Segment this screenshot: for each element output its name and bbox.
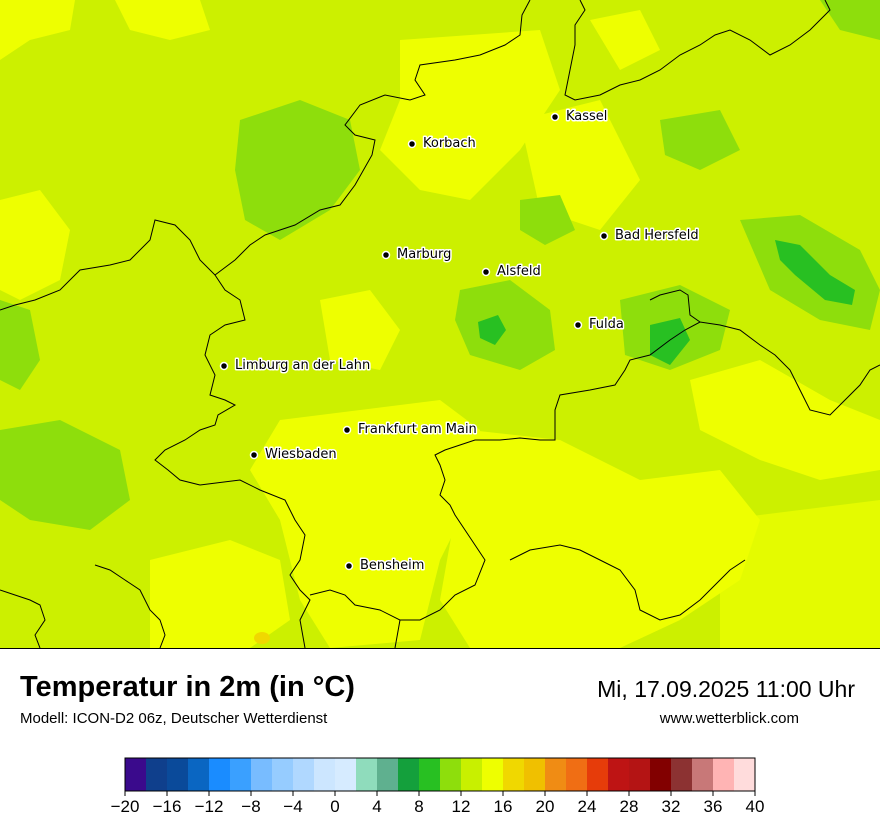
warm-spot: [254, 632, 270, 644]
city-korbach[interactable]: Korbach: [407, 135, 477, 153]
city-label-kassel: Kassel: [566, 109, 607, 124]
city-label-wiesbaden: Wiesbaden: [265, 447, 337, 462]
colorbar-swatch: [146, 758, 168, 791]
colorbar-swatch: [293, 758, 315, 791]
map-canvas: Kassel Korbach Bad Hersfeld Marburg Alsf…: [0, 0, 880, 648]
city-markers: Kassel Korbach Bad Hersfeld Marburg Alsf…: [219, 108, 700, 575]
colorbar-swatch: [692, 758, 714, 791]
model-source: Modell: ICON-D2 06z, Deutscher Wetterdie…: [20, 710, 328, 727]
colorbar-tick-label: −12: [195, 797, 224, 816]
colorbar-swatch: [713, 758, 735, 791]
city-dot-alsfeld: [481, 267, 491, 277]
city-label-alsfeld: Alsfeld: [497, 264, 541, 279]
colorbar-swatch: [671, 758, 693, 791]
city-dot-kassel: [550, 112, 560, 122]
map-title: Temperatur in 2m (in °C): [20, 671, 355, 703]
colorbar-swatch: [377, 758, 399, 791]
colorbar-frame: [124, 757, 756, 792]
colorbar-tick-label: 24: [578, 797, 597, 816]
city-fulda[interactable]: Fulda: [573, 316, 625, 334]
city-dot-fulda: [573, 320, 583, 330]
colorbar-tick-label: 20: [536, 797, 555, 816]
colorbar-swatch: [209, 758, 231, 791]
city-label-marburg: Marburg: [397, 247, 451, 262]
warm-areas: [0, 0, 880, 648]
city-bad-hersfeld[interactable]: Bad Hersfeld: [599, 227, 700, 245]
colorbar-swatch: [503, 758, 525, 791]
city-dot-frankfurt: [342, 425, 352, 435]
city-label-korbach: Korbach: [423, 136, 476, 151]
colorbar-tick-label: 16: [494, 797, 513, 816]
colorbar: −20 −16 −12 −8 −4 0 4 8 12 16 20 24 28 32 36 40: [111, 757, 765, 816]
colorbar-swatch: [524, 758, 546, 791]
website-link[interactable]: www.wetterblick.com: [659, 710, 799, 727]
colorbar-tick-label: 0: [330, 797, 339, 816]
colorbar-swatch: [419, 758, 441, 791]
city-bensheim[interactable]: Bensheim: [344, 557, 426, 575]
colorbar-swatch: [356, 758, 378, 791]
temperature-map: Kassel Korbach Bad Hersfeld Marburg Alsf…: [0, 0, 880, 649]
temperature-legend: −20 −16 −12 −8 −4 0 4 8 12 16 20 24 28 32 36 40: [104, 756, 776, 824]
colorbar-swatch: [251, 758, 273, 791]
colorbar-swatch: [587, 758, 609, 791]
city-kassel[interactable]: Kassel: [550, 108, 609, 126]
forecast-datetime: Mi, 17.09.2025 11:00 Uhr: [597, 676, 855, 702]
colorbar-swatch: [650, 758, 672, 791]
city-label-bensheim: Bensheim: [360, 558, 424, 573]
city-dot-korbach: [407, 139, 417, 149]
city-dot-limburg: [219, 361, 229, 371]
colorbar-swatch: [545, 758, 567, 791]
city-dot-bad-hersfeld: [599, 231, 609, 241]
city-alsfeld[interactable]: Alsfeld: [481, 263, 542, 281]
colorbar-tick-label: 8: [414, 797, 423, 816]
city-label-fulda: Fulda: [589, 317, 624, 332]
colorbar-swatch: [440, 758, 462, 791]
colorbar-swatch: [734, 758, 756, 791]
colorbar-tick-label: −4: [283, 797, 302, 816]
city-label-limburg: Limburg an der Lahn: [235, 358, 370, 373]
city-label-bad-hersfeld: Bad Hersfeld: [615, 228, 699, 243]
city-limburg[interactable]: Limburg an der Lahn: [219, 357, 372, 375]
city-frankfurt[interactable]: Frankfurt am Main: [342, 421, 478, 439]
colorbar-swatch: [482, 758, 504, 791]
colorbar-tick-label: 28: [620, 797, 639, 816]
colorbar-swatch: [398, 758, 420, 791]
colorbar-swatch: [125, 758, 147, 791]
colorbar-tick-label: 32: [662, 797, 681, 816]
colorbar-tick-label: 36: [704, 797, 723, 816]
colorbar-swatch: [461, 758, 483, 791]
city-marburg[interactable]: Marburg: [381, 246, 453, 264]
state-borders: [0, 0, 880, 648]
colorbar-tick-label: 12: [452, 797, 471, 816]
colorbar-ticks: −20 −16 −12 −8 −4 0 4 8 12 16 20 24 28 32 36 40: [111, 791, 765, 816]
city-dot-marburg: [381, 250, 391, 260]
colorbar-swatch: [188, 758, 210, 791]
colorbar-swatch: [566, 758, 588, 791]
city-wiesbaden[interactable]: Wiesbaden: [249, 446, 338, 464]
colorbar-swatch: [272, 758, 294, 791]
colorbar-tick-label: −8: [241, 797, 260, 816]
colorbar-tick-label: −20: [111, 797, 140, 816]
colorbar-swatch: [230, 758, 252, 791]
colorbar-swatch: [629, 758, 651, 791]
colorbar-swatch: [167, 758, 189, 791]
coldest-areas: [478, 240, 855, 365]
city-dot-bensheim: [344, 561, 354, 571]
colorbar-tick-label: 40: [746, 797, 765, 816]
colorbar-swatches: [124, 757, 756, 792]
city-label-frankfurt: Frankfurt am Main: [358, 422, 477, 437]
city-dot-wiesbaden: [249, 450, 259, 460]
colorbar-tick-label: −16: [153, 797, 182, 816]
colorbar-swatch: [608, 758, 630, 791]
colorbar-tick-label: 4: [372, 797, 381, 816]
colorbar-swatch: [335, 758, 357, 791]
colorbar-swatch: [314, 758, 336, 791]
